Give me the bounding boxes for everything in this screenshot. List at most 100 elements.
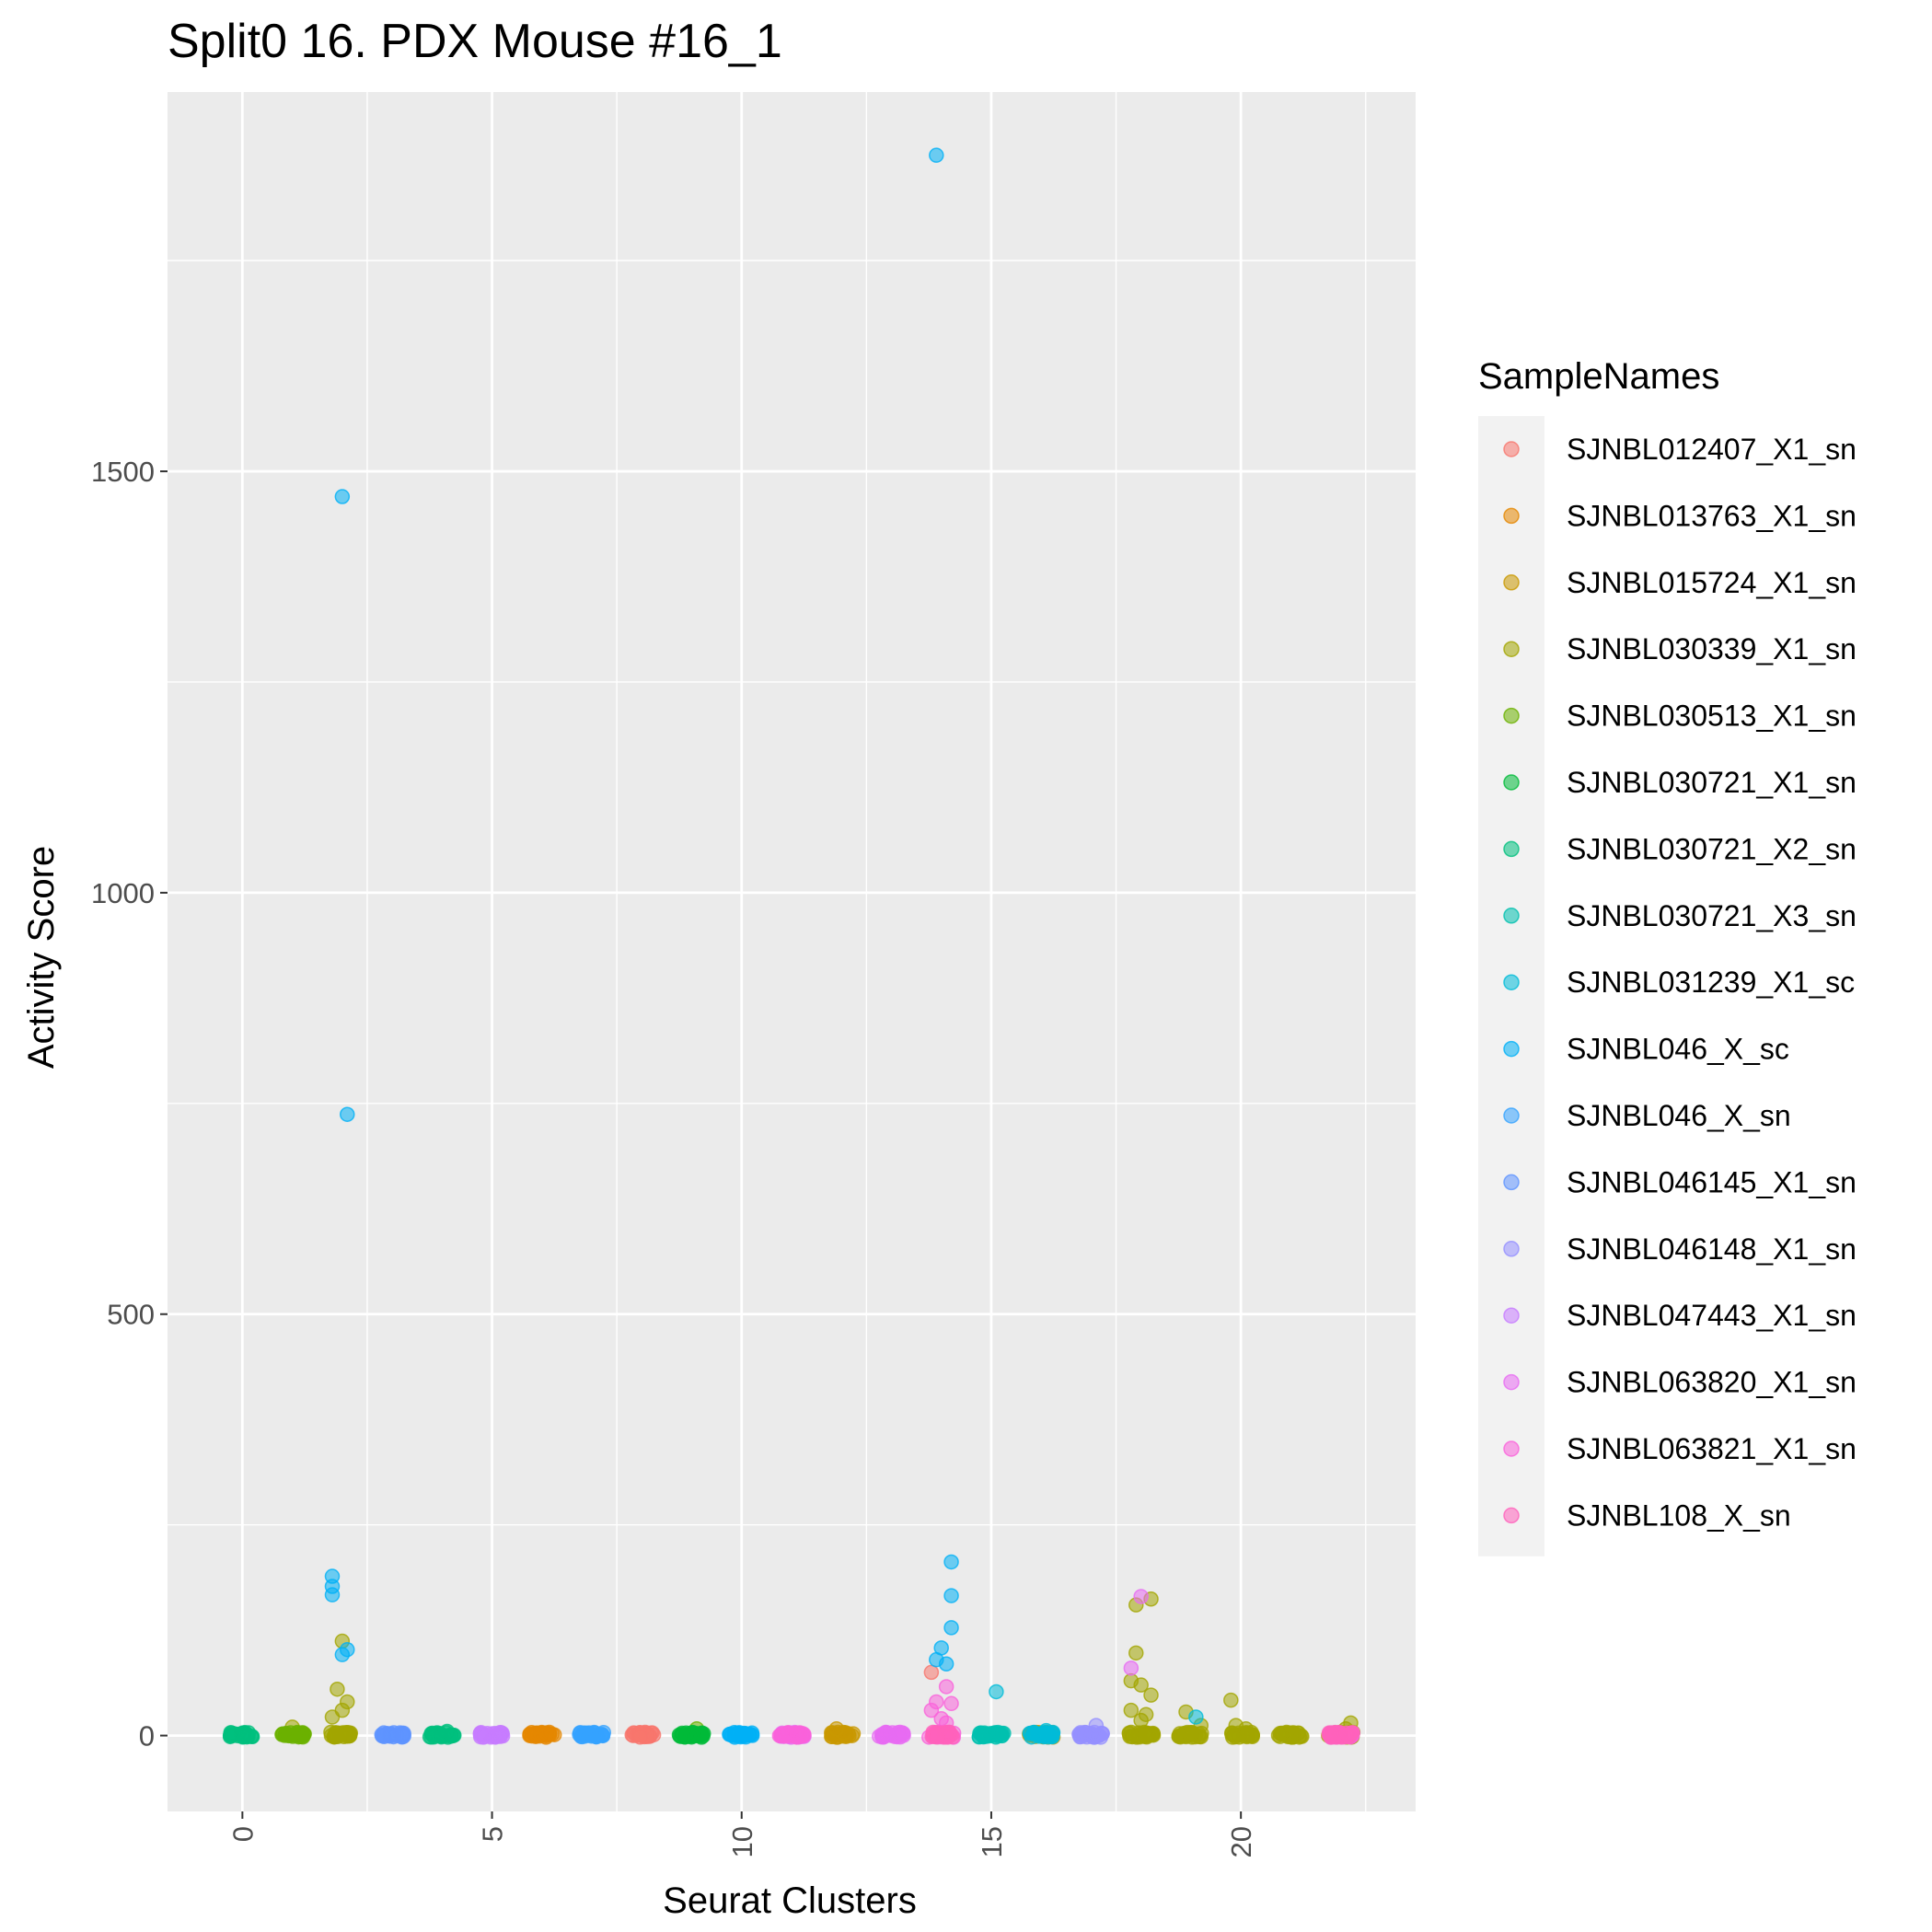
data-point [488,1728,503,1743]
series-SJNBL030721_X1_sn [671,1724,711,1745]
legend-key [1503,1040,1520,1058]
legend-label: SJNBL012407_X1_sn [1567,433,1857,466]
y-tick-label: 0 [139,1720,155,1753]
data-point [1325,1728,1340,1743]
legend-item: SJNBL108_X_sn [1503,1498,1791,1532]
legend-label: SJNBL046148_X1_sn [1567,1232,1857,1266]
data-point [334,489,351,504]
legend-item: SJNBL030721_X2_sn [1503,832,1857,865]
data-point [923,1702,940,1718]
legend-label: SJNBL030721_X3_sn [1567,899,1857,932]
data-point [996,1725,1012,1741]
x-tick-label: 20 [1225,1826,1257,1857]
legend-key [1503,1307,1520,1324]
legend-key [1503,1174,1520,1191]
x-tick-label: 0 [226,1826,259,1842]
legend-label: SJNBL030721_X2_sn [1567,832,1857,865]
legend-label: SJNBL030339_X1_sn [1567,632,1857,665]
y-tick-label: 500 [107,1299,155,1331]
series-SJNBL046148_X1_sn [1071,1718,1110,1745]
data-points [222,147,1361,1745]
data-point [522,1728,538,1743]
data-point [324,1709,341,1725]
legend-label: SJNBL030721_X1_sn [1567,766,1857,799]
data-point [1124,1729,1140,1745]
series-SJNBL030339_X1_sn [284,1591,1361,1745]
data-point [1133,1712,1149,1729]
legend-key [1503,507,1520,525]
data-point [340,1106,355,1122]
data-point [472,1727,489,1743]
y-tick-label: 1000 [91,877,155,909]
legend-key [1503,974,1520,990]
legend-key [1503,908,1520,924]
series-SJNBL047443_X1_sn [472,1724,511,1745]
data-point [330,1681,345,1697]
legend: SampleNames SJNBL012407_X1_sn SJNBL013763… [1478,356,1857,1556]
data-point [929,1730,945,1745]
data-point [324,1587,341,1602]
legend-key [1503,1373,1520,1391]
y-tick-label: 1500 [91,456,155,488]
legend-item: SJNBL030721_X1_sn [1503,766,1857,799]
legend-label: SJNBL046_X_sc [1567,1033,1789,1066]
data-point [332,1727,348,1743]
legend-item: SJNBL063821_X1_sn [1503,1432,1857,1465]
data-point [334,1647,351,1662]
legend-label: SJNBL046_X_sn [1567,1099,1791,1132]
data-point [222,1729,238,1745]
data-point [394,1727,411,1742]
data-point [1223,1692,1239,1708]
legend-items: SJNBL012407_X1_sn SJNBL013763_X1_sn SJNBL0… [1503,433,1857,1532]
data-point [580,1726,596,1742]
legend-item: SJNBL046148_X1_sn [1503,1232,1857,1266]
legend-item: SJNBL046_X_sn [1503,1099,1791,1132]
legend-key [1503,774,1520,791]
data-point [683,1728,700,1744]
chart-title: Split0 16. PDX Mouse #16_1 [168,15,782,68]
data-point [795,1728,812,1743]
legend-label: SJNBL063820_X1_sn [1567,1366,1857,1399]
data-point [1128,1645,1144,1661]
series-SJNBL012407_X1_sn [624,1664,940,1745]
legend-key [1503,1241,1520,1257]
series-SJNBL046_X_sc [324,147,959,1745]
series-SJNBL013763_X1_sn [522,1724,562,1745]
data-point [541,1724,558,1741]
legend-item: SJNBL013763_X1_sn [1503,499,1857,532]
legend-key [1503,641,1520,657]
data-point [1077,1727,1093,1743]
series-SJNBL030721_X2_sn [222,1723,462,1745]
data-point [923,1664,940,1681]
legend-label: SJNBL013763_X1_sn [1567,499,1857,532]
legend-key [1503,441,1520,457]
x-axis-title: Seurat Clusters [663,1880,917,1921]
legend-item: SJNBL030339_X1_sn [1503,632,1857,665]
legend-label: SJNBL030513_X1_sn [1567,700,1857,733]
legend-label: SJNBL108_X_sn [1567,1498,1791,1532]
data-point [1273,1726,1289,1742]
x-tick-label: 5 [477,1826,509,1842]
legend-label: SJNBL046145_X1_sn [1567,1165,1857,1198]
y-axis-title: Activity Score [21,846,62,1069]
data-point [989,1683,1004,1700]
data-point [828,1721,845,1737]
grid-lines [168,92,1416,1811]
legend-item: SJNBL063820_X1_sn [1503,1366,1857,1399]
data-point [744,1727,759,1742]
data-point [943,1554,959,1570]
legend-key [1503,574,1520,591]
data-point [1338,1725,1355,1741]
legend-label: SJNBL047443_X1_sn [1567,1299,1857,1332]
data-point [376,1728,391,1743]
series-SJNBL046_X_sn [572,1724,612,1745]
data-point [1188,1709,1204,1725]
plot-panel [168,92,1416,1811]
axes: 0 500 1000 1500 0 5 10 15 20 [91,456,1257,1857]
x-tick-label: 15 [976,1826,1008,1857]
data-point [1133,1589,1149,1604]
series-SJNBL108_X_sn [924,1724,1360,1745]
data-point [439,1723,455,1740]
series-SJNBL046145_X1_sn [374,1725,411,1745]
